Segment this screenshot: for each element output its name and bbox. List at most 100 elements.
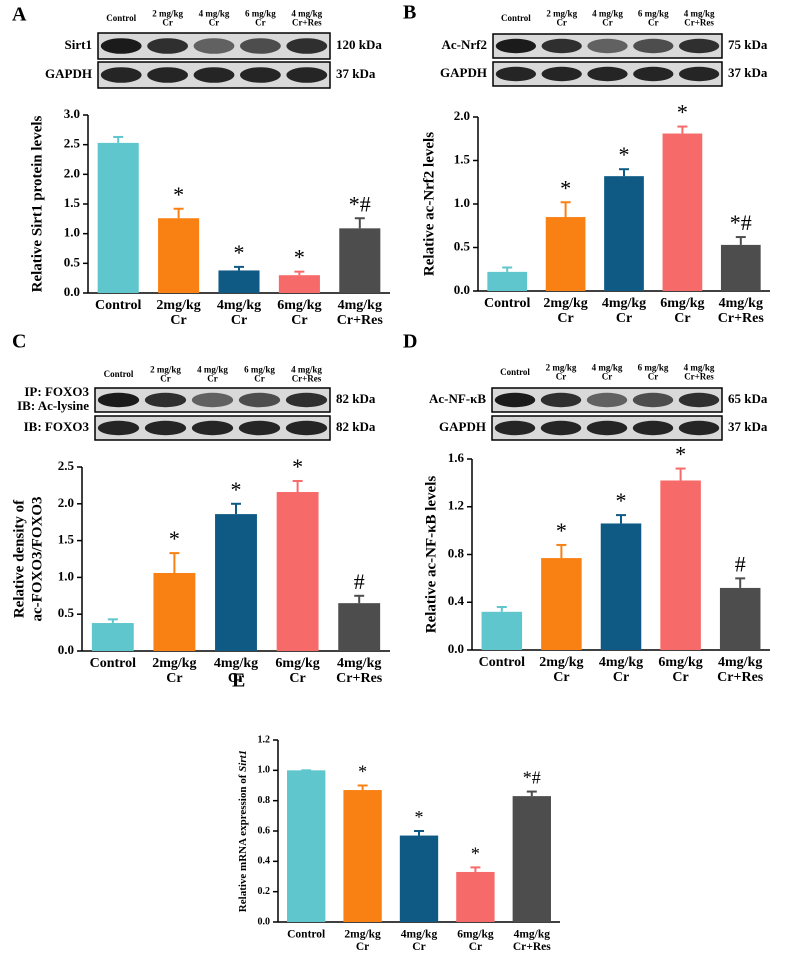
y-tick-label: 1.0 — [64, 225, 80, 240]
bar — [97, 142, 139, 293]
lane-label: Cr — [648, 372, 659, 382]
significance: * — [675, 442, 686, 467]
x-tick-label: 6mg/kg — [660, 296, 704, 311]
panel-letter: D — [403, 331, 417, 353]
blot-band — [285, 392, 328, 408]
x-tick-label: Cr — [412, 941, 425, 953]
y-tick-label: 1.5 — [454, 151, 471, 166]
y-tick-label: 1.5 — [58, 532, 75, 547]
lane-label: Cr+Res — [684, 18, 714, 28]
y-tick-label: 1.0 — [58, 568, 74, 583]
x-tick-label: 2mg/kg — [344, 929, 381, 941]
y-tick-label: 2.5 — [58, 458, 75, 473]
x-tick-label: Cr — [170, 313, 186, 328]
x-tick-label: 4mg/kg — [338, 298, 382, 313]
x-tick-label: 4mg/kg — [599, 655, 643, 670]
x-tick-label: Control — [484, 296, 531, 311]
y-tick-label: 2.0 — [454, 108, 470, 123]
bar — [662, 133, 703, 291]
bar — [343, 790, 382, 922]
y-axis-label: Relative Sirt1 protein levels — [29, 115, 45, 292]
row-label: IB: Ac-lysine — [17, 398, 89, 413]
blot-band — [285, 420, 328, 436]
bar — [481, 611, 523, 650]
lane-label: 4 mg/kg — [291, 9, 322, 19]
x-tick-label: Cr+Res — [718, 311, 765, 326]
blot-band — [541, 38, 582, 54]
row-label: Sirt1 — [65, 37, 92, 52]
significance: * — [471, 844, 480, 864]
y-tick-label: 1.2 — [258, 734, 271, 745]
x-tick-label: Cr+Res — [717, 670, 764, 685]
x-tick-label: 4mg/kg — [514, 929, 551, 941]
panel-letter: B — [403, 2, 416, 24]
bar — [158, 218, 200, 293]
blot-band — [678, 38, 720, 54]
blot-band — [286, 67, 328, 83]
blot-band — [100, 67, 142, 83]
y-tick-label: 1.6 — [448, 450, 465, 465]
lane-label: 4 mg/kg — [592, 363, 623, 373]
bar — [545, 217, 586, 291]
x-tick-label: 4mg/kg — [337, 656, 381, 671]
y-tick-label: 1.2 — [448, 498, 464, 513]
y-axis-label: ac-FOXO3/FOXO3 — [29, 497, 45, 622]
blot-band — [540, 420, 582, 436]
lane-label: Cr — [602, 18, 613, 28]
panel-letter: A — [12, 4, 27, 26]
row-size: 37 kDa — [336, 66, 376, 81]
x-tick-label: Cr — [672, 670, 688, 685]
lane-label: Control — [104, 369, 134, 379]
lane-label: Cr — [648, 18, 659, 28]
blot-band — [193, 67, 235, 83]
y-tick-label: 0.0 — [258, 916, 271, 927]
significance: # — [735, 551, 746, 576]
x-tick-label: Cr — [469, 941, 482, 953]
blot-band — [193, 38, 235, 54]
x-tick-label: Cr+Res — [337, 313, 384, 328]
y-tick-label: 2.0 — [64, 165, 80, 180]
row-label: Ac-Nrf2 — [442, 37, 487, 52]
lane-label: 2 mg/kg — [150, 365, 181, 375]
lane-label: 6 mg/kg — [244, 365, 275, 375]
y-axis-label-part: Relative mRNA expression of — [237, 772, 249, 912]
blot-band — [495, 38, 537, 54]
x-tick-label: 4mg/kg — [602, 296, 646, 311]
x-tick-label: 6mg/kg — [457, 929, 494, 941]
row-size: 37 kDa — [728, 419, 768, 434]
y-axis-label: Relative ac-Nrf2 levels — [421, 132, 437, 276]
blot-band — [144, 420, 187, 436]
row-label: IB: FOXO3 — [24, 419, 90, 434]
bar — [600, 523, 642, 650]
lane-label: Control — [501, 13, 531, 23]
blot-band — [495, 66, 537, 82]
bar — [287, 770, 326, 922]
lane-label: Cr — [556, 18, 567, 28]
x-tick-label: Cr — [616, 311, 632, 326]
bar — [215, 514, 257, 651]
lane-label: Cr+Res — [292, 18, 322, 28]
y-tick-label: 0.4 — [258, 856, 271, 867]
bar — [153, 572, 196, 651]
lane-label: 4 mg/kg — [291, 365, 322, 375]
x-tick-label: 2mg/kg — [152, 656, 196, 671]
significance: # — [354, 569, 365, 594]
row-size: 37 kDa — [728, 65, 768, 80]
y-tick-label: 0.5 — [64, 254, 81, 269]
blot-band — [286, 38, 328, 54]
lane-label: 6 mg/kg — [245, 9, 276, 19]
y-tick-label: 0.0 — [64, 284, 80, 299]
lane-label: Cr — [160, 374, 171, 384]
y-tick-label: 1.0 — [258, 765, 271, 776]
y-tick-label: 0.0 — [454, 282, 470, 297]
significance: * — [231, 477, 242, 502]
bar — [720, 244, 761, 291]
x-tick-label: Control — [95, 298, 142, 313]
row-size: 75 kDa — [728, 37, 768, 52]
bar — [278, 275, 320, 293]
x-tick-label: Cr — [553, 670, 569, 685]
bar — [339, 228, 381, 293]
significance: * — [234, 240, 245, 265]
significance: *# — [349, 191, 371, 216]
bar — [719, 587, 761, 650]
